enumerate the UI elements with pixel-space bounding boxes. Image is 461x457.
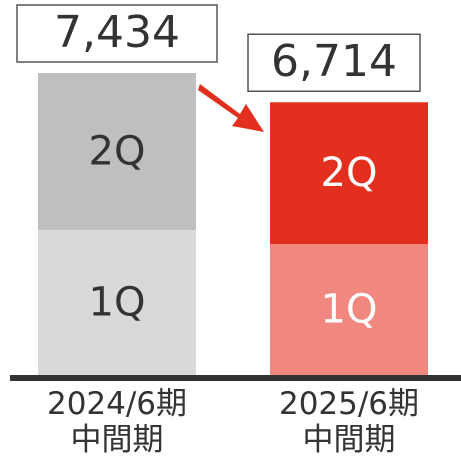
total-label: 7,434	[54, 7, 180, 58]
segment-label: 1Q	[89, 279, 146, 325]
segment-label: 2Q	[321, 150, 378, 196]
bar-segment	[38, 229, 196, 375]
arrow	[198, 84, 264, 132]
segment-label: 2Q	[89, 128, 146, 174]
total-label: 6,714	[271, 36, 397, 87]
segment-label: 1Q	[321, 286, 378, 332]
total-box	[247, 33, 421, 92]
x-tick-label: 2024/6期 中間期	[46, 386, 188, 457]
bar-segment	[270, 243, 428, 375]
x-tick-label: 2025/6期 中間期	[278, 386, 420, 457]
bar-segment	[38, 73, 196, 230]
bar-segment	[270, 102, 428, 244]
total-box	[16, 4, 218, 63]
